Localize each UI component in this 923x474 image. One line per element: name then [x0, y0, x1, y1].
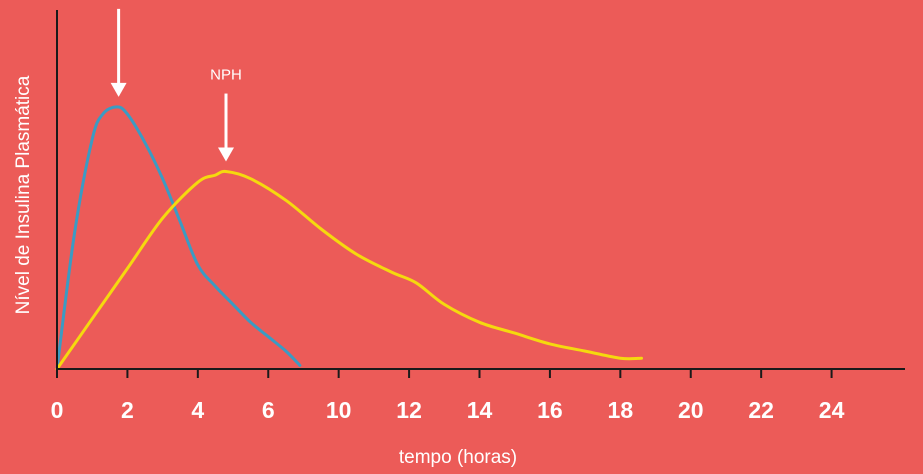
x-axis-title: tempo (horas): [399, 447, 517, 468]
series-layer: [55, 105, 643, 371]
x-tick-label: 0: [51, 397, 64, 423]
x-tick-label: 14: [467, 397, 493, 423]
x-tick-label: 4: [191, 397, 204, 423]
annotation-nph: NPH: [210, 67, 242, 162]
x-tick-layer: 0 2 4 6 10 12 14 16 18 20 22 24: [51, 369, 845, 423]
y-axis-title: Nível de Insulina Plasmática: [13, 75, 34, 314]
series-line-nph: [55, 169, 643, 371]
x-tick-label: 16: [537, 397, 563, 423]
arrow-down-icon: [110, 82, 127, 97]
x-tick-label: 24: [819, 397, 845, 423]
arrow-down-icon: [218, 147, 234, 162]
x-tick-label: 6: [262, 397, 275, 423]
annotation-label: NPH: [210, 67, 242, 84]
x-tick-label: 2: [121, 397, 134, 423]
axis-layer: [56, 10, 905, 370]
x-tick-label: 10: [326, 397, 352, 423]
series-line-regular: [55, 105, 302, 371]
annotation-layer: Regular NPH: [110, 8, 242, 162]
annotation-regular: Regular: [110, 8, 127, 97]
x-tick-label: 20: [678, 397, 704, 423]
x-tick-label: 12: [396, 397, 422, 423]
x-tick-label: 22: [748, 397, 774, 423]
x-tick-label: 18: [608, 397, 634, 423]
